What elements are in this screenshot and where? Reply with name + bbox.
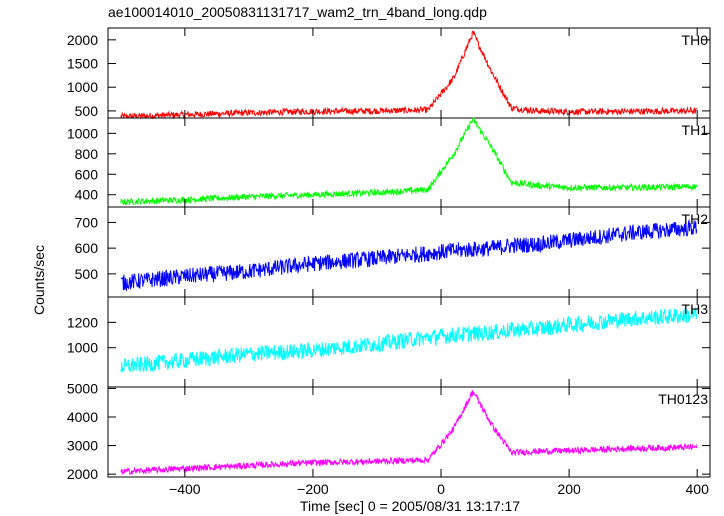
series-line-th2: [120, 218, 698, 292]
series-label-th0: TH0: [682, 32, 709, 48]
series-label-th0123: TH0123: [658, 391, 708, 407]
series-line-th0: [120, 30, 697, 120]
y-tick-label-th0123-1: 3000: [67, 438, 98, 454]
chart-title: ae100014010_20050831131717_wam2_trn_4ban…: [108, 4, 487, 20]
y-tick-label-th3-0: 1000: [67, 340, 98, 356]
x-tick-label-3: 200: [557, 481, 581, 497]
y-tick-label-th0-2: 1500: [67, 56, 98, 72]
y-tick-label-th0-0: 500: [75, 103, 99, 119]
x-tick-label-4: 400: [686, 481, 710, 497]
panel-frame-th3: [107, 296, 711, 388]
panel-frame-th0: [107, 27, 711, 119]
y-tick-label-th2-0: 500: [75, 266, 99, 282]
series-label-th1: TH1: [682, 122, 709, 138]
panel-frame-th0123: [107, 386, 711, 478]
series-line-th1: [120, 117, 698, 206]
y-tick-label-th0-3: 2000: [67, 32, 98, 48]
series-label-th2: TH2: [682, 211, 709, 227]
y-tick-label-th0123-2: 4000: [67, 409, 98, 425]
panel-frame-th2: [107, 206, 711, 298]
x-tick-label-1: −200: [297, 481, 329, 497]
series-line-th0123: [120, 390, 698, 476]
y-tick-label-th2-2: 700: [75, 214, 99, 230]
y-tick-label-th1-0: 400: [75, 187, 99, 203]
y-tick-label-th2-1: 600: [75, 240, 99, 256]
x-tick-label-2: 0: [437, 481, 445, 497]
series-line-th3: [120, 307, 698, 373]
y-tick-label-th3-1: 1200: [67, 314, 98, 330]
y-tick-label-th1-2: 800: [75, 146, 99, 162]
panel-frame-th1: [107, 117, 711, 208]
y-tick-label-th0123-3: 5000: [67, 380, 98, 396]
y-tick-label-th0123-0: 2000: [67, 466, 98, 482]
y-tick-label-th1-3: 1000: [67, 125, 98, 141]
y-tick-label-th1-1: 600: [75, 166, 99, 182]
x-tick-label-0: −400: [169, 481, 201, 497]
x-axis-label: Time [sec] 0 = 2005/08/31 13:17:17: [299, 498, 521, 514]
y-tick-label-th0-1: 1000: [67, 79, 98, 95]
series-label-th3: TH3: [682, 301, 709, 317]
